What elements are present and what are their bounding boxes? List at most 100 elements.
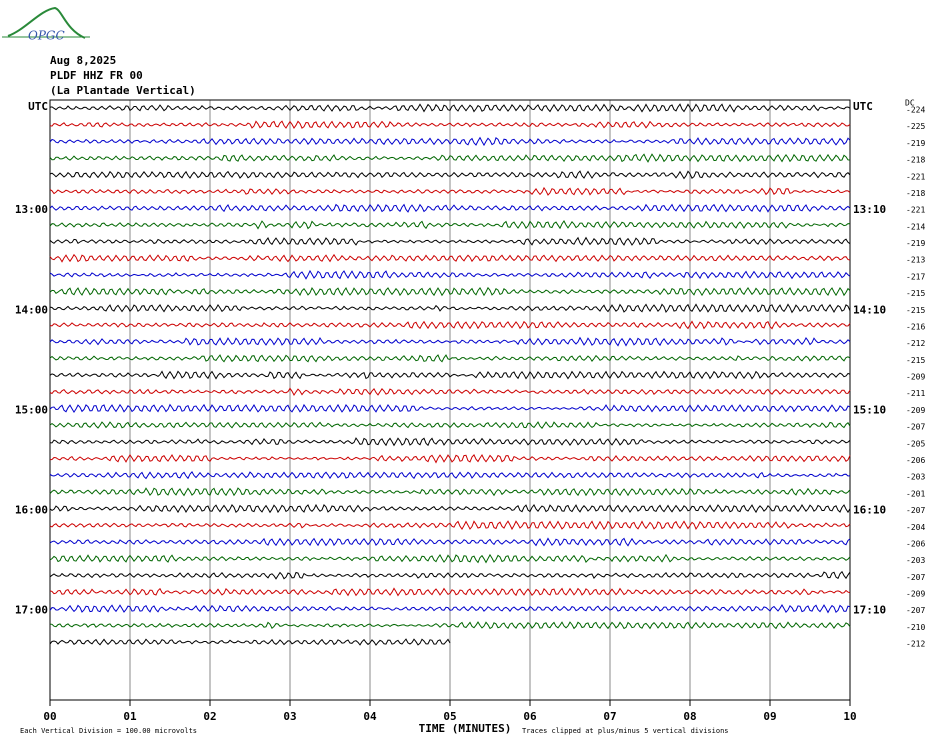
dc-label: -215 xyxy=(906,356,925,365)
dc-label: -204 xyxy=(906,523,925,532)
trace xyxy=(49,587,851,597)
logo-text: OPGC xyxy=(28,29,65,43)
dc-label: -201 xyxy=(906,489,925,498)
x-tick-label: 08 xyxy=(683,710,696,723)
x-tick-label: 03 xyxy=(283,710,296,723)
x-tick-label: 09 xyxy=(763,710,776,723)
trace xyxy=(49,303,851,314)
chart-title: Aug 8,2025 xyxy=(50,54,116,67)
station: PLDF HHZ FR 00 xyxy=(50,69,143,82)
trace xyxy=(49,136,851,147)
dc-label: -210 xyxy=(906,623,925,632)
trace xyxy=(49,471,851,480)
time-label-left: 15:00 xyxy=(15,403,48,416)
trace xyxy=(49,269,851,280)
trace xyxy=(49,354,851,363)
trace xyxy=(49,220,851,230)
dc-label: -211 xyxy=(906,389,925,398)
trace xyxy=(49,487,851,497)
time-label-left: UTC xyxy=(28,100,48,113)
trace xyxy=(49,153,851,163)
dc-label: -207 xyxy=(906,573,925,582)
trace xyxy=(49,170,851,180)
dc-label: -221 xyxy=(906,206,925,215)
dc-header: DC xyxy=(905,99,915,108)
trace xyxy=(49,320,851,330)
trace xyxy=(49,453,851,464)
trace xyxy=(49,203,851,213)
dc-label: -209 xyxy=(906,590,925,599)
dc-label: -215 xyxy=(906,289,925,298)
plot-frame xyxy=(49,99,851,701)
time-label-left: 13:00 xyxy=(15,203,48,216)
dc-label: -209 xyxy=(906,406,925,415)
dc-label: -219 xyxy=(906,139,925,148)
trace xyxy=(49,403,851,414)
dc-label: -206 xyxy=(906,456,925,465)
trace xyxy=(49,387,851,396)
dc-label: -207 xyxy=(906,506,925,515)
dc-label: -221 xyxy=(906,172,925,181)
time-label-right: UTC xyxy=(853,100,873,113)
trace xyxy=(49,336,851,347)
trace xyxy=(49,520,851,531)
dc-label: -206 xyxy=(906,539,925,548)
trace xyxy=(49,570,851,580)
x-tick-label: 01 xyxy=(123,710,137,723)
time-label-left: 16:00 xyxy=(15,504,48,517)
trace xyxy=(49,621,851,630)
x-tick-label: 00 xyxy=(43,710,56,723)
time-label-right: 15:10 xyxy=(853,403,886,416)
dc-label: -203 xyxy=(906,473,925,482)
dc-label: -207 xyxy=(906,606,925,615)
time-label-right: 17:10 xyxy=(853,604,886,617)
trace xyxy=(49,537,851,547)
time-label-left: 14:00 xyxy=(15,303,48,316)
trace xyxy=(49,638,451,646)
time-label-right: 13:10 xyxy=(853,203,886,216)
dc-label: -203 xyxy=(906,556,925,565)
dc-label: -213 xyxy=(906,256,925,265)
time-label-left: 17:00 xyxy=(15,604,48,617)
clip-note: Traces clipped at plus/minus 5 vertical … xyxy=(522,727,729,735)
dc-label: -217 xyxy=(906,272,925,281)
time-label-right: 14:10 xyxy=(853,303,886,316)
dc-label: -218 xyxy=(906,156,925,165)
dc-label: -205 xyxy=(906,439,925,448)
x-tick-label: 04 xyxy=(363,710,377,723)
x-axis-title: TIME (MINUTES) xyxy=(419,722,512,735)
time-label-right: 16:10 xyxy=(853,504,886,517)
trace xyxy=(49,553,851,564)
dc-label: -218 xyxy=(906,189,925,198)
x-tick-label: 06 xyxy=(523,710,537,723)
dc-label: -216 xyxy=(906,322,925,331)
dc-label: -225 xyxy=(906,122,925,131)
x-tick-label: 10 xyxy=(843,710,856,723)
trace xyxy=(49,370,851,380)
trace xyxy=(49,437,851,447)
dc-label: -212 xyxy=(906,640,925,649)
trace xyxy=(49,103,851,113)
dc-label: -224 xyxy=(906,106,925,115)
x-tick-label: 05 xyxy=(443,710,456,723)
dc-label: -207 xyxy=(906,423,925,432)
trace xyxy=(49,286,851,297)
x-tick-label: 07 xyxy=(603,710,616,723)
trace xyxy=(49,421,851,429)
dc-label: -212 xyxy=(906,339,925,348)
logo-mark xyxy=(7,6,86,39)
dc-label: -215 xyxy=(906,306,925,315)
trace xyxy=(49,503,851,514)
subtitle: (La Plantade Vertical) xyxy=(50,84,196,97)
scale-note: Each Vertical Division = 100.00 microvol… xyxy=(20,727,197,735)
dc-label: -219 xyxy=(906,239,925,248)
trace xyxy=(49,604,851,614)
trace xyxy=(49,253,851,263)
dc-label: -209 xyxy=(906,373,925,382)
trace xyxy=(49,186,851,196)
trace xyxy=(49,120,851,129)
trace xyxy=(49,236,851,246)
dc-label: -214 xyxy=(906,222,925,231)
